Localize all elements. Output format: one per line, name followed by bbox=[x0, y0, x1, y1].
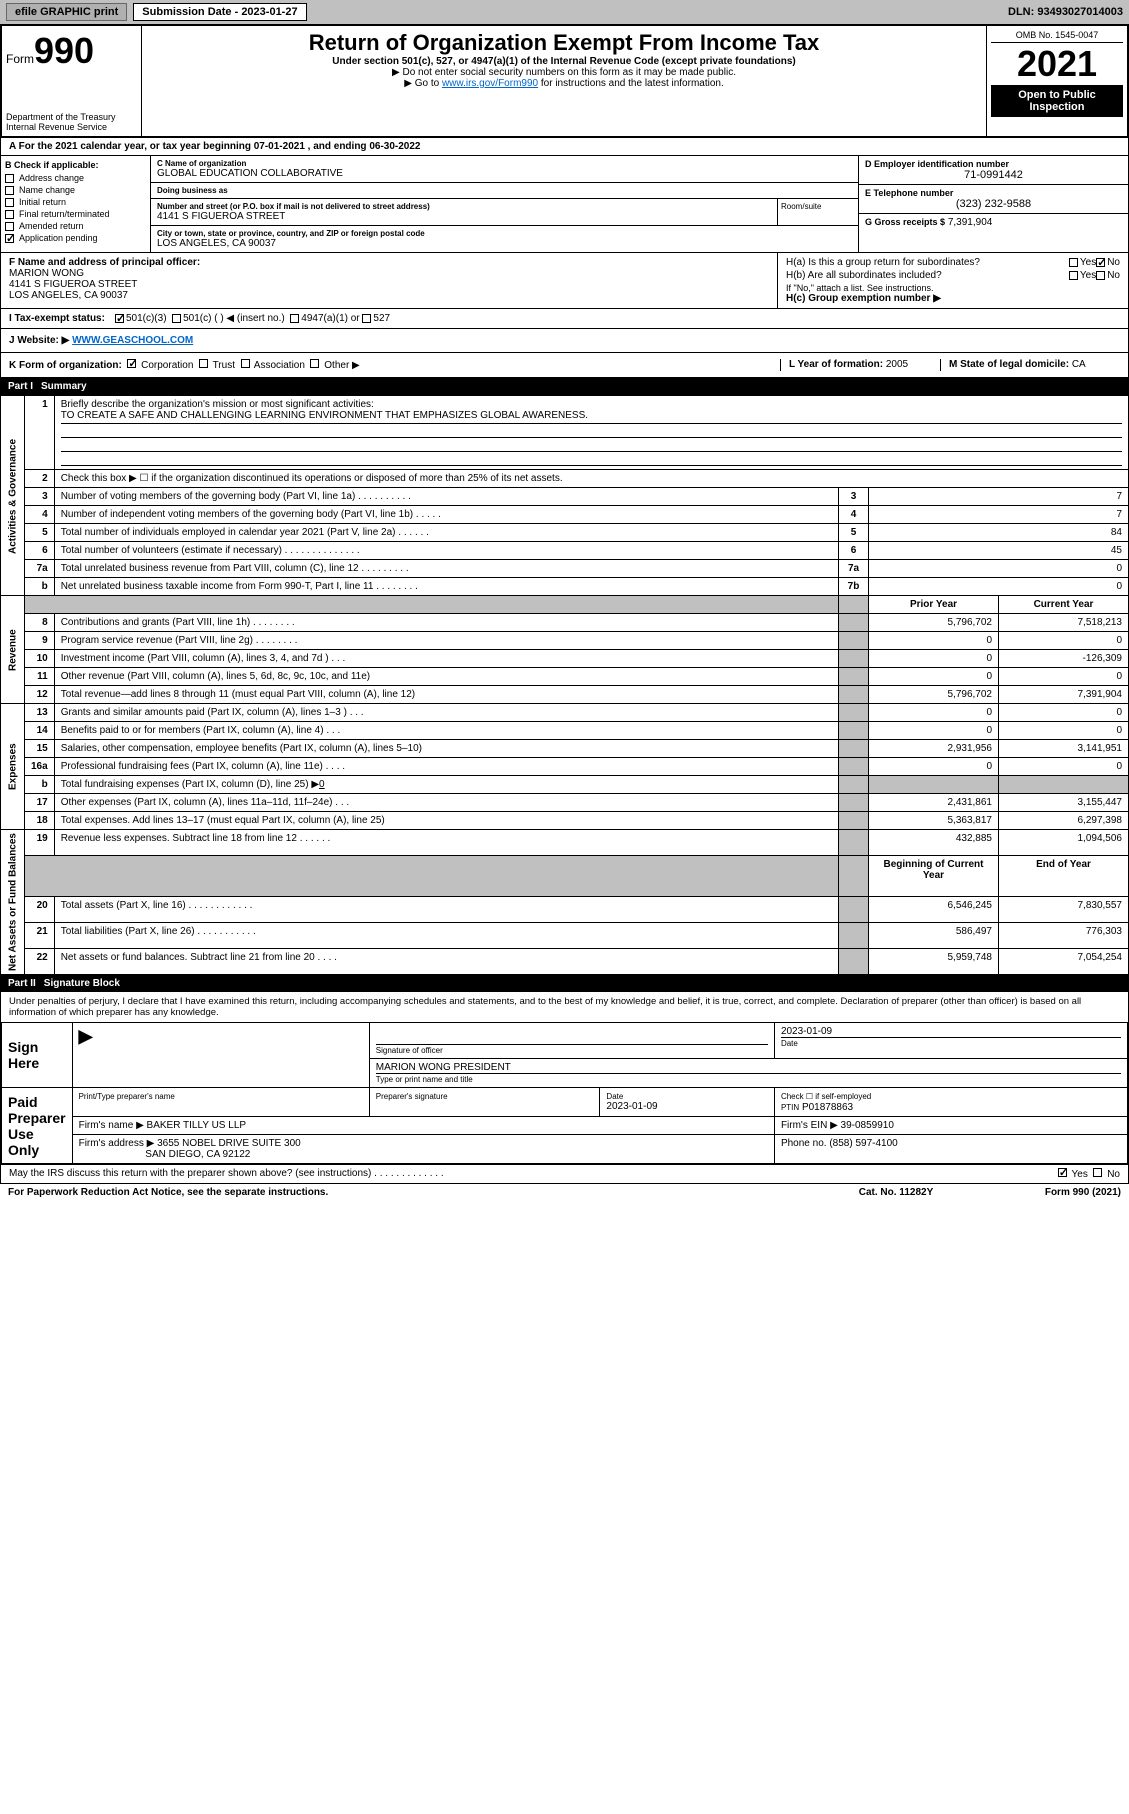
org-name: GLOBAL EDUCATION COLLABORATIVE bbox=[157, 168, 852, 179]
mission-text: TO CREATE A SAFE AND CHALLENGING LEARNIN… bbox=[61, 410, 1122, 424]
room-label: Room/suite bbox=[778, 199, 858, 226]
vert-activities: Activities & Governance bbox=[1, 396, 25, 596]
part1-title: Summary bbox=[41, 381, 87, 392]
phone-label: E Telephone number bbox=[865, 188, 1122, 198]
dln: DLN: 93493027014003 bbox=[1008, 6, 1123, 18]
chk-501c[interactable] bbox=[172, 314, 181, 323]
gross-label: G Gross receipts $ bbox=[865, 217, 945, 227]
beg-hdr: Beginning of Current Year bbox=[869, 855, 999, 897]
ha-no[interactable] bbox=[1096, 258, 1105, 267]
line-2: Check this box ▶ ☐ if the organization d… bbox=[54, 470, 1128, 488]
hb-yes[interactable] bbox=[1069, 271, 1078, 280]
f-label: F Name and address of principal officer: bbox=[9, 257, 769, 268]
officer-name: MARION WONG bbox=[9, 268, 769, 279]
tax-year: 2021 bbox=[991, 43, 1123, 85]
chk-trust[interactable] bbox=[199, 359, 208, 368]
b-header: B Check if applicable: bbox=[5, 160, 146, 170]
chk-address[interactable] bbox=[5, 174, 14, 183]
chk-4947[interactable] bbox=[290, 314, 299, 323]
m-label: M State of legal domicile: bbox=[949, 359, 1069, 370]
street-address: 4141 S FIGUEROA STREET bbox=[157, 211, 771, 222]
l-value: 2005 bbox=[886, 359, 908, 370]
subtitle-2: ▶ Do not enter social security numbers o… bbox=[152, 67, 976, 78]
form-footer: Form 990 (2021) bbox=[971, 1187, 1121, 1198]
hb-no[interactable] bbox=[1096, 271, 1105, 280]
chk-final[interactable] bbox=[5, 210, 14, 219]
ein-value: 71-0991442 bbox=[865, 169, 1122, 181]
subtitle-3: ▶ Go to www.irs.gov/Form990 for instruct… bbox=[152, 78, 976, 89]
k-label: K Form of organization: bbox=[9, 360, 122, 371]
gross-value: 7,391,904 bbox=[948, 217, 993, 228]
chk-corp[interactable] bbox=[127, 359, 136, 368]
vert-netassets: Net Assets or Fund Balances bbox=[1, 830, 25, 975]
sig-date: 2023-01-09 bbox=[781, 1026, 1121, 1037]
city-label: City or town, state or province, country… bbox=[157, 229, 852, 238]
ha-label: H(a) Is this a group return for subordin… bbox=[786, 257, 1069, 268]
chk-application[interactable] bbox=[5, 234, 14, 243]
paid-preparer: Paid Preparer Use Only bbox=[2, 1088, 73, 1164]
part2-num: Part II bbox=[8, 978, 36, 989]
sig-officer-label: Signature of officer bbox=[376, 1044, 768, 1055]
omb-number: OMB No. 1545-0047 bbox=[991, 30, 1123, 43]
chk-amended[interactable] bbox=[5, 222, 14, 231]
open-inspection: Open to Public Inspection bbox=[991, 85, 1123, 117]
type-name-label: Type or print name and title bbox=[376, 1073, 1121, 1084]
chk-501c3[interactable] bbox=[115, 314, 124, 323]
chk-initial[interactable] bbox=[5, 198, 14, 207]
vert-revenue: Revenue bbox=[1, 596, 25, 704]
dept-irs: Internal Revenue Service bbox=[6, 122, 137, 132]
ein-label: D Employer identification number bbox=[865, 159, 1122, 169]
paperwork-notice: For Paperwork Reduction Act Notice, see … bbox=[8, 1187, 821, 1198]
j-label: J Website: ▶ bbox=[9, 335, 72, 346]
l-label: L Year of formation: bbox=[789, 359, 883, 370]
hc-label: H(c) Group exemption number ▶ bbox=[786, 293, 1120, 304]
block-a: A For the 2021 calendar year, or tax yea… bbox=[0, 138, 1129, 156]
dept-treasury: Department of the Treasury bbox=[6, 112, 137, 122]
form-number: Form990 bbox=[6, 30, 137, 72]
addr-label: Number and street (or P.O. box if mail i… bbox=[157, 202, 771, 211]
officer-name-title: MARION WONG PRESIDENT bbox=[376, 1062, 1121, 1073]
vert-expenses: Expenses bbox=[1, 704, 25, 830]
cat-number: Cat. No. 11282Y bbox=[821, 1187, 971, 1198]
discuss-no[interactable] bbox=[1093, 1168, 1102, 1177]
current-year-hdr: Current Year bbox=[999, 596, 1129, 614]
efile-button[interactable]: efile GRAPHIC print bbox=[6, 3, 127, 21]
discuss-yes[interactable] bbox=[1058, 1168, 1067, 1177]
end-hdr: End of Year bbox=[999, 855, 1129, 897]
part2-title: Signature Block bbox=[44, 978, 120, 989]
city-value: LOS ANGELES, CA 90037 bbox=[157, 238, 852, 249]
hb-label: H(b) Are all subordinates included? bbox=[786, 270, 1069, 281]
officer-addr2: LOS ANGELES, CA 90037 bbox=[9, 290, 769, 301]
chk-name[interactable] bbox=[5, 186, 14, 195]
officer-addr1: 4141 S FIGUEROA STREET bbox=[9, 279, 769, 290]
chk-other[interactable] bbox=[310, 359, 319, 368]
submission-date: Submission Date - 2023-01-27 bbox=[133, 3, 306, 21]
form-title: Return of Organization Exempt From Incom… bbox=[152, 30, 976, 56]
m-value: CA bbox=[1072, 359, 1086, 370]
arrow-icon: ▶ bbox=[72, 1023, 369, 1088]
website-link[interactable]: WWW.GEASCHOOL.COM bbox=[72, 335, 193, 346]
irs-link[interactable]: www.irs.gov/Form990 bbox=[442, 78, 538, 89]
part1-num: Part I bbox=[8, 381, 33, 392]
line-1: 1 bbox=[25, 396, 55, 470]
declaration-text: Under penalties of perjury, I declare th… bbox=[1, 992, 1128, 1022]
i-label: I Tax-exempt status: bbox=[9, 313, 105, 324]
ha-yes[interactable] bbox=[1069, 258, 1078, 267]
chk-527[interactable] bbox=[362, 314, 371, 323]
q1-label: Briefly describe the organization's miss… bbox=[61, 399, 1122, 410]
subtitle-1: Under section 501(c), 527, or 4947(a)(1)… bbox=[152, 56, 976, 67]
date-label: Date bbox=[781, 1037, 1121, 1048]
dba-label: Doing business as bbox=[157, 186, 852, 195]
sign-here: Sign Here bbox=[2, 1023, 73, 1088]
chk-assoc[interactable] bbox=[241, 359, 250, 368]
prior-year-hdr: Prior Year bbox=[869, 596, 999, 614]
line-3-val: 7 bbox=[869, 488, 1129, 506]
phone-value: (323) 232-9588 bbox=[865, 198, 1122, 210]
discuss-text: May the IRS discuss this return with the… bbox=[9, 1168, 1058, 1180]
hb-note: If "No," attach a list. See instructions… bbox=[786, 283, 1120, 293]
line-3-desc: Number of voting members of the governin… bbox=[54, 488, 838, 506]
c-name-label: C Name of organization bbox=[157, 159, 852, 168]
